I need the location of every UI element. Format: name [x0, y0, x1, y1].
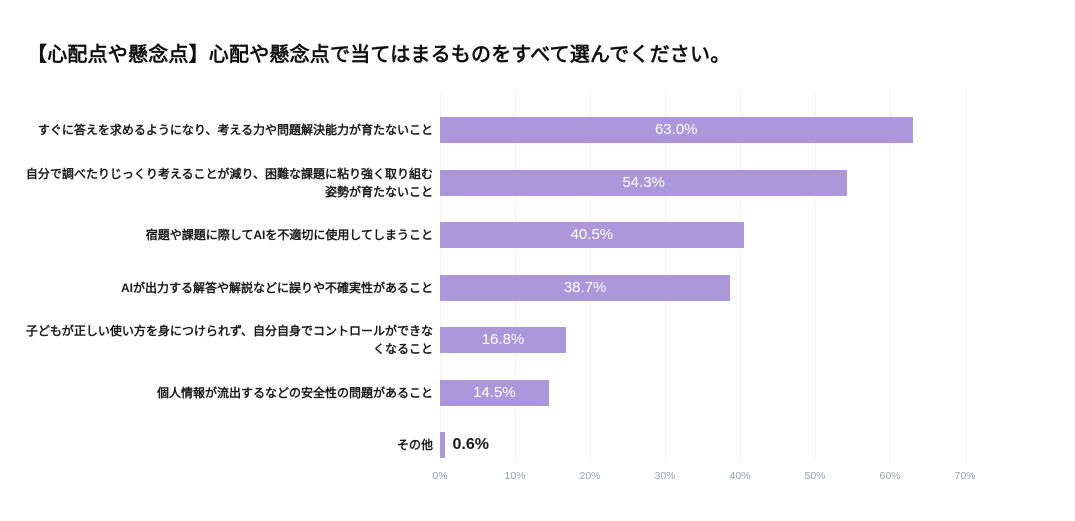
value-label: 16.8% [481, 331, 525, 348]
category-label: その他 [15, 436, 433, 454]
x-axis-tick-label: 20% [579, 470, 601, 482]
gridline [965, 90, 966, 462]
value-label: 38.7% [563, 278, 607, 296]
category-label-line: 宿題や課題に際してAIを不適切に使用してしまうこと [145, 228, 433, 242]
category-label: 宿題や課題に際してAIを不適切に使用してしまうこと [15, 226, 433, 244]
gridline [890, 90, 891, 462]
x-axis-tick-label: 10% [504, 470, 526, 482]
bar [440, 379, 549, 406]
bar [440, 117, 913, 143]
x-axis-tick-label: 40% [729, 470, 751, 482]
category-label-line: 自分で調べたりじっくり考えることが減り、困難な課題に粘り強く取り組む [25, 166, 433, 181]
category-label-line: すぐに答えを求めるようになり、考える力や問題解決能力が育たないこと [37, 123, 433, 137]
value-label: 14.5% [473, 383, 516, 401]
value-label: 63.0% [654, 121, 698, 138]
bar [440, 274, 731, 301]
value-label: 40.5% [570, 226, 614, 243]
category-label-line: くなること [372, 342, 433, 356]
x-axis-tick-label: 0% [432, 470, 448, 482]
x-axis-tick-label: 60% [879, 470, 901, 482]
category-label-line: 姿勢が育たないこと [324, 184, 433, 199]
x-axis-tick-label: 70% [954, 470, 976, 482]
category-label: AIが出力する解答や解説などに誤りや不確実性があること [15, 279, 433, 297]
category-label: すぐに答えを求めるようになり、考える力や問題解決能力が育たないこと [15, 121, 433, 139]
value-label: 54.3% [622, 173, 665, 191]
category-label-line: 子どもが正しい使い方を身につけられず、自分自身でコントロールができな [25, 324, 433, 338]
gridline [740, 90, 741, 462]
bar [440, 432, 445, 458]
chart-title: 【心配点や懸念点】心配や懸念点で当てはまるものをすべて選んでください。 [27, 44, 731, 66]
gridline [815, 90, 816, 462]
category-label: 個人情報が流出するなどの安全性の問題があること [15, 384, 433, 402]
category-label-line: AIが出力する解答や解説などに誤りや不確実性があること [120, 280, 433, 295]
category-label-line: その他 [396, 438, 433, 452]
x-axis-tick-label: 50% [804, 470, 826, 482]
category-label: 自分で調べたりじっくり考えることが減り、困難な課題に粘り強く取り組む姿勢が育たな… [15, 165, 433, 201]
bar [440, 222, 744, 248]
category-label-line: 個人情報が流出するなどの安全性の問題があること [156, 385, 433, 400]
value-label: 0.6% [452, 436, 489, 453]
bar [440, 169, 848, 196]
category-label: 子どもが正しい使い方を身につけられず、自分自身でコントロールができなくなること [15, 322, 433, 358]
bar [440, 327, 566, 353]
x-axis-tick-label: 30% [654, 470, 676, 482]
